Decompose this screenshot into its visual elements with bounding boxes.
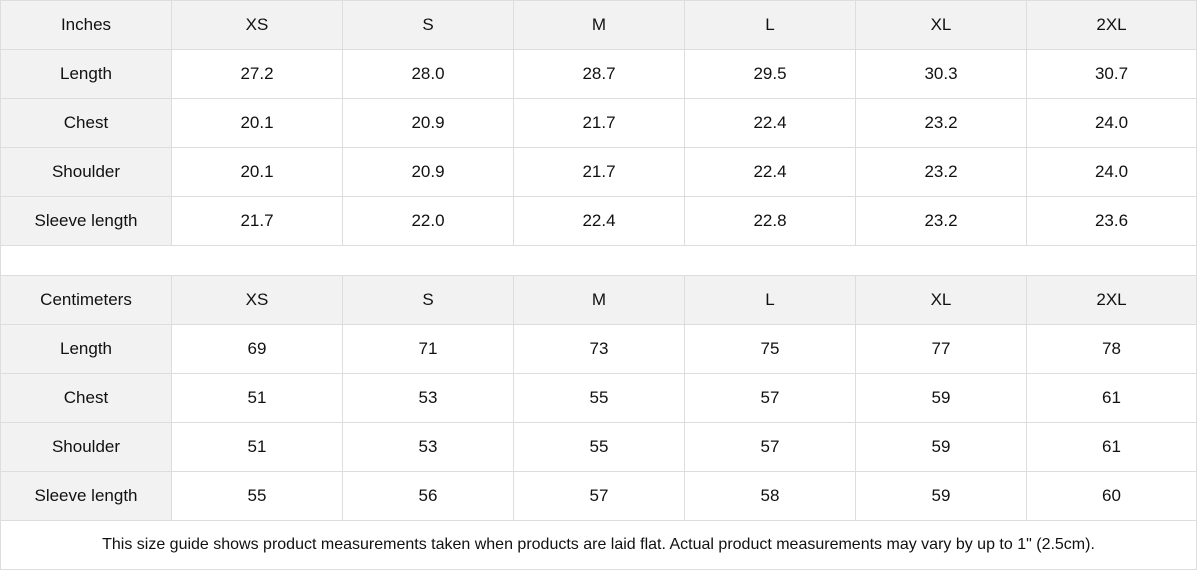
table-row: Shoulder 51 53 55 57 59 61 — [0, 422, 1197, 472]
measurement-label: Sleeve length — [0, 471, 172, 521]
measurement-value: 30.3 — [855, 49, 1027, 99]
measurement-value: 77 — [855, 324, 1027, 374]
measurement-label: Shoulder — [0, 147, 172, 197]
inches-header-row: Inches XS S M L XL 2XL — [0, 0, 1197, 50]
measurement-value: 28.0 — [342, 49, 514, 99]
table-row: Length 69 71 73 75 77 78 — [0, 324, 1197, 374]
measurement-value: 51 — [171, 422, 343, 472]
measurement-value: 24.0 — [1026, 98, 1197, 148]
measurement-value: 59 — [855, 471, 1027, 521]
measurement-value: 53 — [342, 422, 514, 472]
measurement-value: 59 — [855, 373, 1027, 423]
measurement-value: 20.1 — [171, 98, 343, 148]
size-header: XL — [855, 0, 1027, 50]
measurement-label: Sleeve length — [0, 196, 172, 246]
measurement-value: 53 — [342, 373, 514, 423]
table-row: Sleeve length 55 56 57 58 59 60 — [0, 471, 1197, 521]
table-row: Shoulder 20.1 20.9 21.7 22.4 23.2 24.0 — [0, 147, 1197, 197]
size-header: M — [513, 275, 685, 325]
measurement-value: 59 — [855, 422, 1027, 472]
measurement-value: 58 — [684, 471, 856, 521]
measurement-value: 22.0 — [342, 196, 514, 246]
measurement-value: 75 — [684, 324, 856, 374]
size-header: XS — [171, 0, 343, 50]
size-header: XS — [171, 275, 343, 325]
measurement-value: 55 — [513, 422, 685, 472]
size-header: L — [684, 0, 856, 50]
measurement-value: 21.7 — [513, 98, 685, 148]
unit-label: Inches — [0, 0, 172, 50]
measurement-value: 60 — [1026, 471, 1197, 521]
table-row: Length 27.2 28.0 28.7 29.5 30.3 30.7 — [0, 49, 1197, 99]
measurement-value: 73 — [513, 324, 685, 374]
spacer-cell — [0, 245, 1197, 276]
measurement-value: 23.2 — [855, 98, 1027, 148]
measurement-label: Length — [0, 49, 172, 99]
size-header: M — [513, 0, 685, 50]
measurement-value: 23.6 — [1026, 196, 1197, 246]
size-header: S — [342, 0, 514, 50]
measurement-value: 30.7 — [1026, 49, 1197, 99]
note-row: This size guide shows product measuremen… — [0, 520, 1197, 570]
measurement-value: 23.2 — [855, 196, 1027, 246]
measurement-label: Chest — [0, 98, 172, 148]
measurement-value: 22.4 — [513, 196, 685, 246]
measurement-value: 61 — [1026, 422, 1197, 472]
table-row: Chest 51 53 55 57 59 61 — [0, 373, 1197, 423]
measurement-label: Length — [0, 324, 172, 374]
size-header: S — [342, 275, 514, 325]
measurement-value: 57 — [513, 471, 685, 521]
measurement-value: 51 — [171, 373, 343, 423]
measurement-value: 55 — [513, 373, 685, 423]
measurement-value: 20.9 — [342, 147, 514, 197]
table-row: Sleeve length 21.7 22.0 22.4 22.8 23.2 23.6 — [0, 196, 1197, 246]
measurement-value: 61 — [1026, 373, 1197, 423]
measurement-value: 22.8 — [684, 196, 856, 246]
measurement-value: 20.1 — [171, 147, 343, 197]
size-header: 2XL — [1026, 0, 1197, 50]
measurement-value: 22.4 — [684, 147, 856, 197]
size-guide-note: This size guide shows product measuremen… — [0, 520, 1197, 570]
measurement-value: 29.5 — [684, 49, 856, 99]
table-row: Chest 20.1 20.9 21.7 22.4 23.2 24.0 — [0, 98, 1197, 148]
unit-label: Centimeters — [0, 275, 172, 325]
measurement-label: Chest — [0, 373, 172, 423]
size-header: XL — [855, 275, 1027, 325]
size-header: 2XL — [1026, 275, 1197, 325]
measurement-value: 20.9 — [342, 98, 514, 148]
measurement-value: 28.7 — [513, 49, 685, 99]
measurement-value: 57 — [684, 422, 856, 472]
measurement-value: 78 — [1026, 324, 1197, 374]
measurement-value: 21.7 — [513, 147, 685, 197]
measurement-value: 56 — [342, 471, 514, 521]
measurement-value: 71 — [342, 324, 514, 374]
centimeters-header-row: Centimeters XS S M L XL 2XL — [0, 275, 1197, 325]
measurement-value: 69 — [171, 324, 343, 374]
measurement-value: 21.7 — [171, 196, 343, 246]
measurement-value: 22.4 — [684, 98, 856, 148]
measurement-label: Shoulder — [0, 422, 172, 472]
measurement-value: 24.0 — [1026, 147, 1197, 197]
measurement-value: 23.2 — [855, 147, 1027, 197]
measurement-value: 27.2 — [171, 49, 343, 99]
section-spacer — [0, 245, 1197, 276]
measurement-value: 55 — [171, 471, 343, 521]
measurement-value: 57 — [684, 373, 856, 423]
size-header: L — [684, 275, 856, 325]
